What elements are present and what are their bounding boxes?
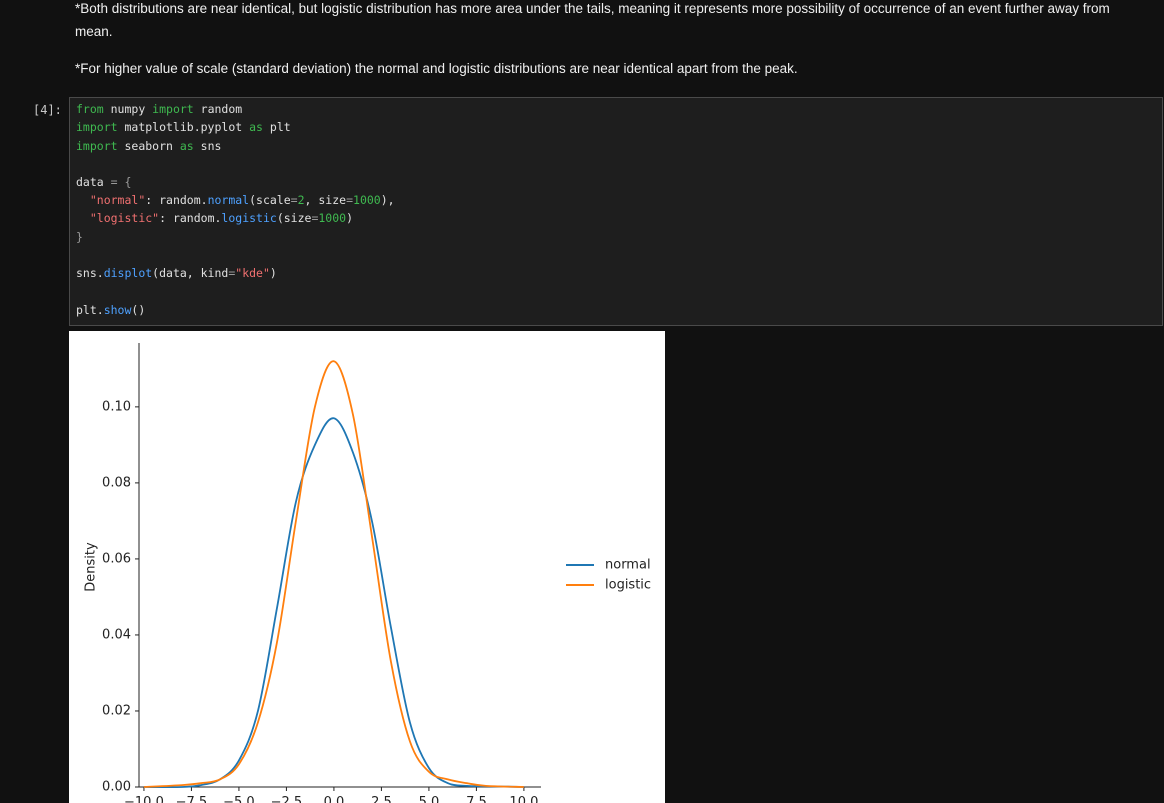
x-tick-label: −5.0 [223, 795, 255, 803]
y-axis-label: Density [84, 542, 99, 592]
code-line: "logistic": random.logistic(size=1000) [89, 211, 354, 225]
y-tick-label: 0.02 [102, 703, 131, 718]
code-line: import matplotlib.pyplot as plt [76, 120, 291, 134]
legend-label: logistic [605, 578, 651, 593]
chart: Density 0.00 0.02 0.04 0.06 0.08 0.10 −10.0 −7.… [69, 331, 665, 803]
code-line: data = { [76, 175, 132, 189]
code-line: sns.displot(data, kind="kde") [76, 266, 277, 280]
x-tick-label: −7.5 [176, 795, 208, 803]
legend-label: normal [605, 558, 651, 573]
x-tick-label: 10.0 [509, 795, 538, 803]
x-tick-label: 5.0 [419, 795, 440, 803]
code-line: } [76, 230, 83, 244]
code-line: import seaborn as sns [76, 139, 222, 153]
code-line: "normal": random.normal(scale=2, size=10… [89, 193, 395, 207]
y-tick-label: 0.04 [102, 627, 131, 642]
y-tick-label: 0.08 [102, 475, 131, 490]
y-tick-label: 0.00 [102, 780, 131, 795]
markdown-text: *Both distributions are near identical, … [75, 1, 1110, 39]
code-line: plt.show() [76, 303, 146, 317]
x-tick-label: 7.5 [466, 795, 487, 803]
markdown-text: *For higher value of scale (standard dev… [75, 61, 798, 76]
y-tick-label: 0.10 [102, 399, 131, 414]
x-tick-label: −2.5 [271, 795, 303, 803]
code-line: from numpy import random [76, 102, 243, 116]
cell-prompt: [4]: [33, 103, 62, 117]
chart-background [69, 331, 665, 803]
x-tick-label: 2.5 [371, 795, 392, 803]
x-tick-label: −10.0 [124, 795, 164, 803]
code-cell[interactable] [69, 97, 1163, 326]
x-tick-label: 0.0 [324, 795, 345, 803]
density-line [143, 360, 524, 788]
y-tick-label: 0.06 [102, 551, 131, 566]
